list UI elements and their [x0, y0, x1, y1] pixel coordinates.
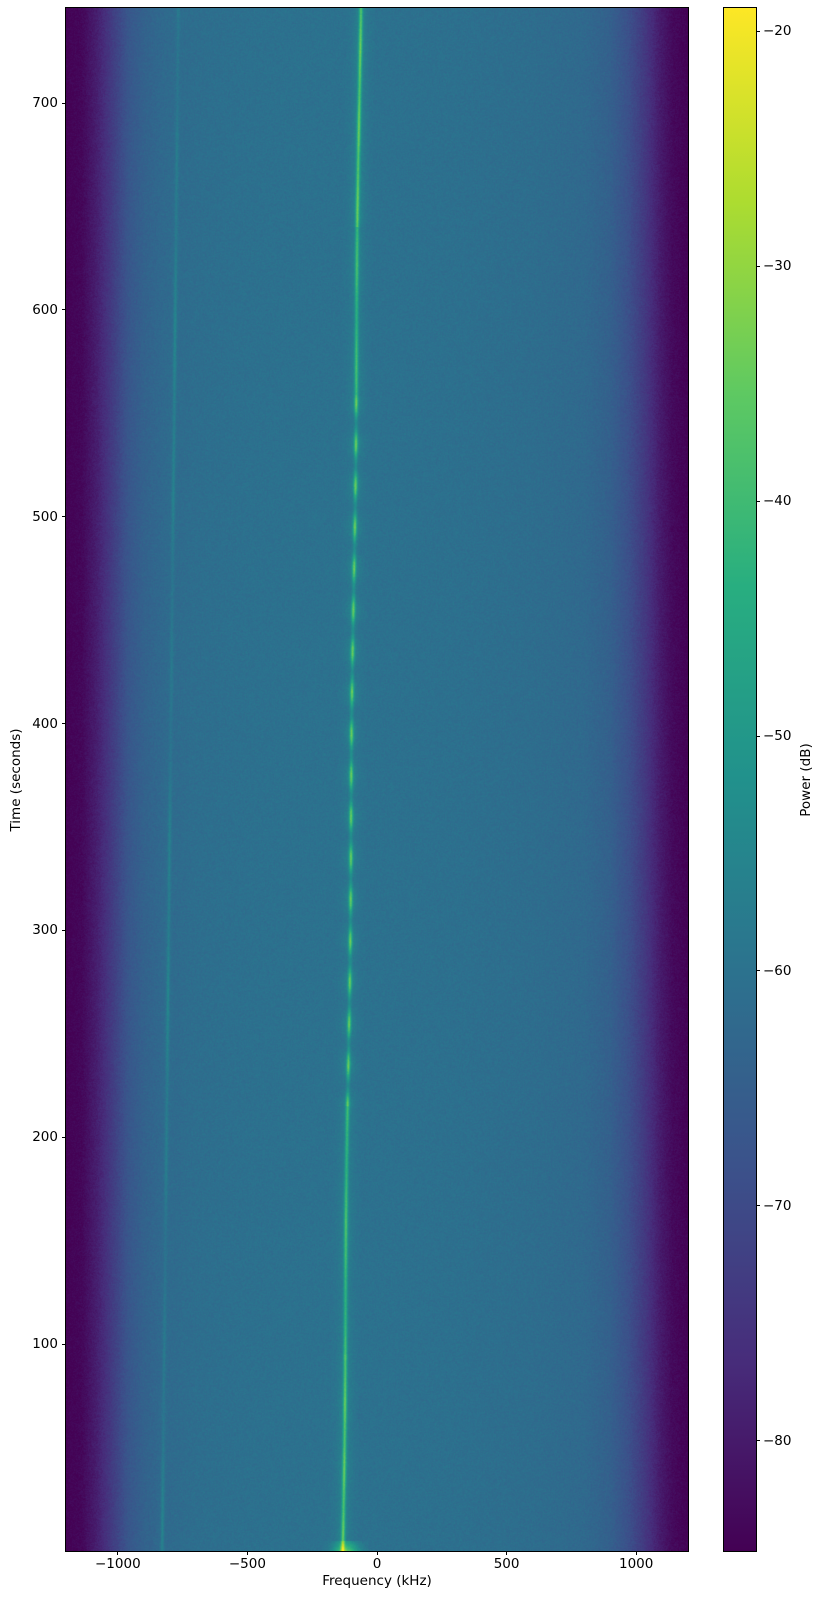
cbtick-label: −80 — [763, 1432, 792, 1449]
cbtick-label: −20 — [763, 23, 792, 40]
ytick-mark — [62, 1136, 66, 1138]
cbtick-mark — [756, 735, 760, 737]
cbtick-mark — [756, 500, 760, 502]
ytick-label: 600 — [32, 301, 58, 318]
ytick-mark — [62, 1343, 66, 1345]
cbtick-label: −60 — [763, 962, 792, 979]
colorbar-label: Power (dB) — [798, 743, 814, 817]
ytick-label: 200 — [32, 1129, 58, 1146]
y-axis-label: Time (seconds) — [8, 728, 24, 832]
ytick-mark — [62, 929, 66, 931]
xtick-mark — [117, 1551, 119, 1555]
ytick-mark — [62, 516, 66, 518]
xtick-mark — [246, 1551, 248, 1555]
xtick-label: −1000 — [94, 1556, 141, 1572]
ytick-label: 100 — [32, 1336, 58, 1353]
cbtick-mark — [756, 30, 760, 32]
cbtick-mark — [756, 1205, 760, 1207]
cbtick-label: −30 — [763, 258, 792, 275]
cbtick-label: −40 — [763, 493, 792, 510]
ytick-label: 500 — [32, 508, 58, 525]
xtick-label: 0 — [372, 1556, 382, 1572]
cbtick-mark — [756, 265, 760, 267]
colorbar-gradient — [723, 7, 757, 1552]
x-axis-label: Frequency (kHz) — [322, 1573, 432, 1589]
xtick-label: 500 — [493, 1556, 520, 1572]
spectrogram-heatmap — [65, 7, 689, 1552]
cbtick-label: −70 — [763, 1197, 792, 1214]
cbtick-label: −50 — [763, 728, 792, 745]
xtick-mark — [376, 1551, 378, 1555]
ytick-label: 300 — [32, 922, 58, 939]
cbtick-mark — [756, 1440, 760, 1442]
ytick-label: 400 — [32, 715, 58, 732]
xtick-mark — [506, 1551, 508, 1555]
xtick-label: −500 — [228, 1556, 266, 1572]
ytick-mark — [62, 723, 66, 725]
xtick-mark — [635, 1551, 637, 1555]
ytick-mark — [62, 309, 66, 311]
ytick-mark — [62, 102, 66, 104]
ytick-label: 700 — [32, 95, 58, 112]
xtick-label: 1000 — [618, 1556, 654, 1572]
cbtick-mark — [756, 970, 760, 972]
